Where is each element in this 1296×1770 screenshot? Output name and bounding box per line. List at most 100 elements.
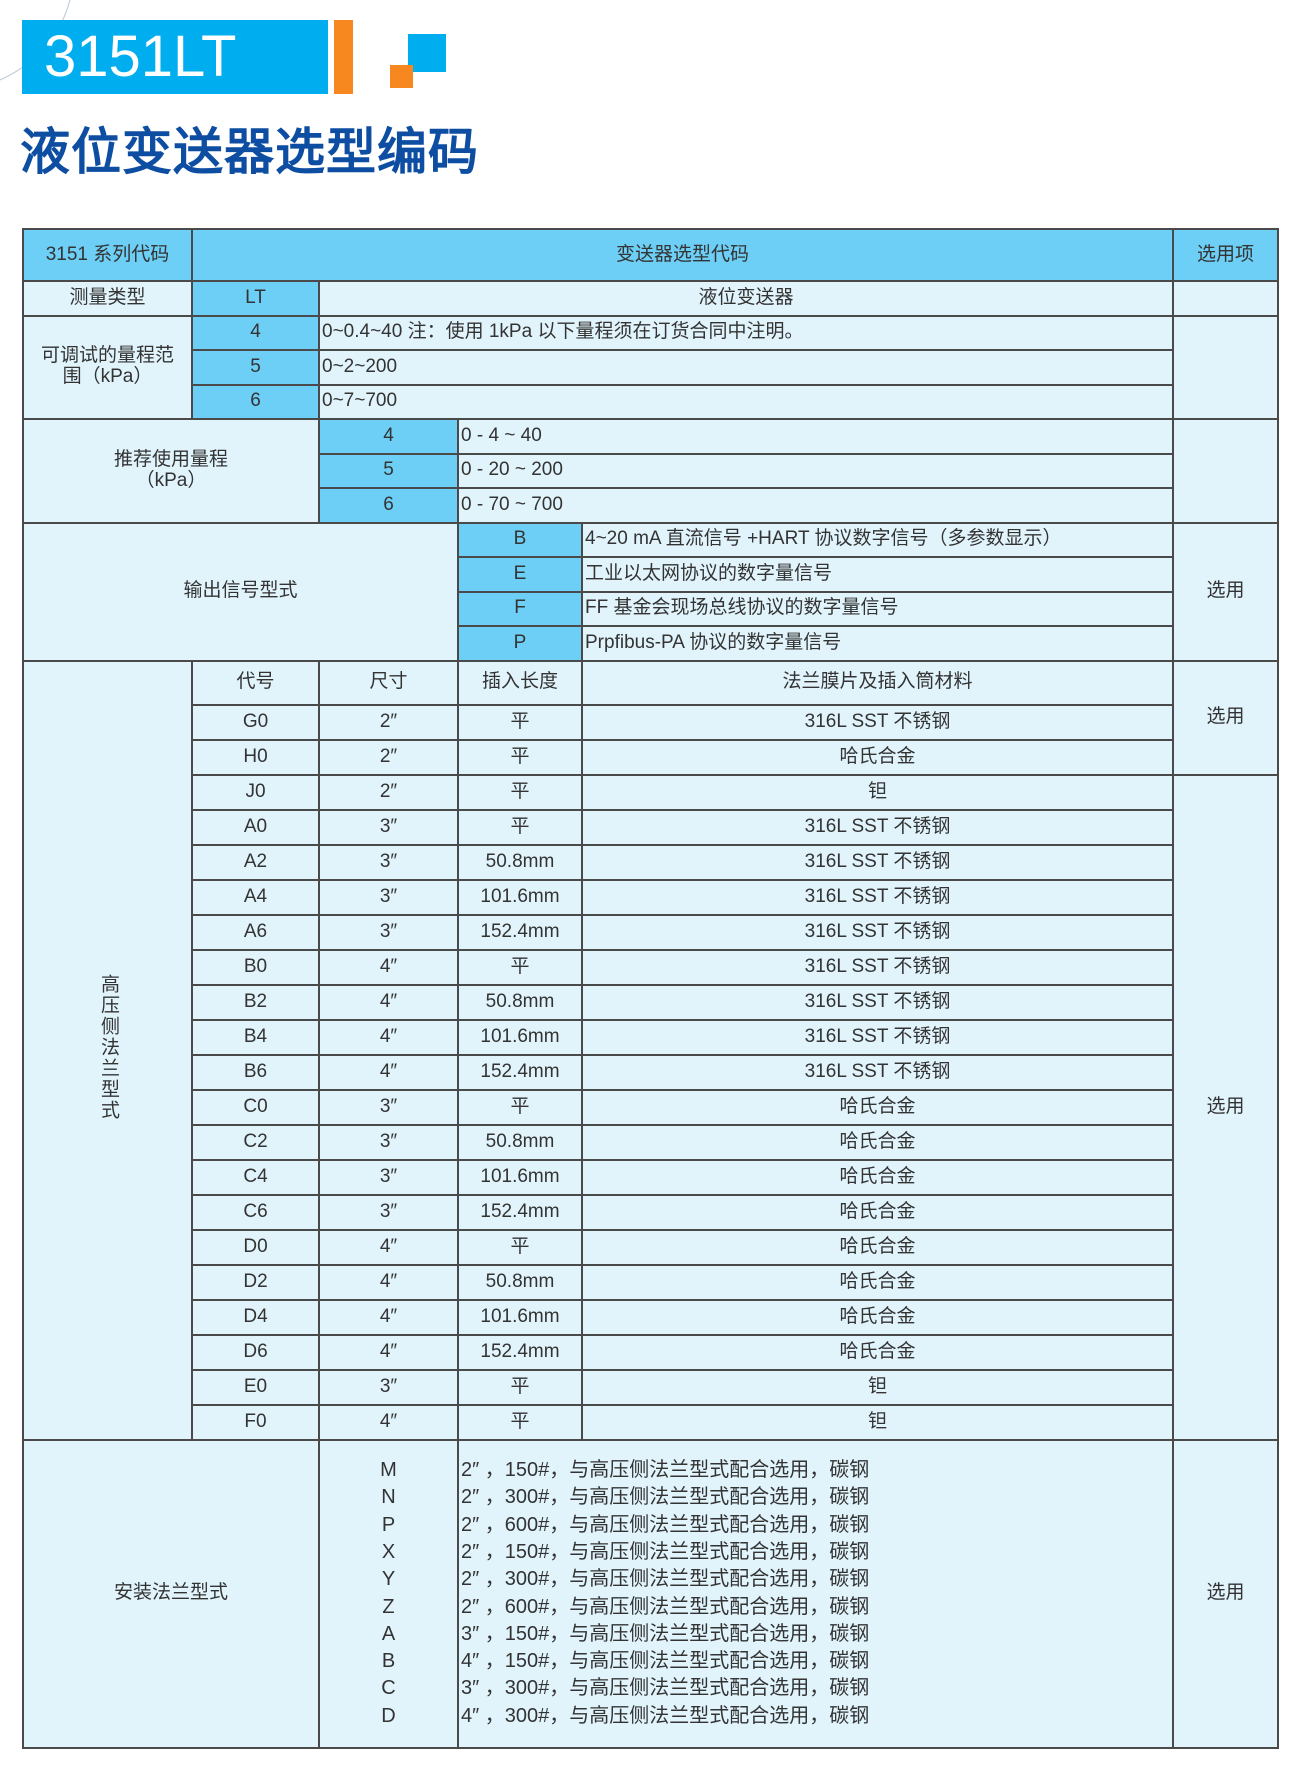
mount-desc: 2″ ，300#，与高压侧法兰型式配合选用，碳钢: [461, 1568, 870, 1591]
recommended-row: 推荐使用量程（kPa） 4 0 - 4 ~ 40: [22, 418, 1280, 524]
measure-code: LT: [191, 280, 320, 317]
flange-insert-length: 平: [457, 773, 583, 811]
flange-size: 4″: [318, 1333, 459, 1371]
flange-insert-length: 152.4mm: [457, 1053, 583, 1091]
flange-row: C4 3″ 101.6mm 哈氏合金: [23, 1158, 1278, 1196]
output-desc: FF 基金会现场总线协议的数字量信号: [580, 590, 1175, 627]
output-row: P Prpfibus-PA 协议的数字量信号: [23, 625, 1278, 662]
range-row: 6 0~7~700: [23, 383, 1278, 420]
flange-row: D6 4″ 152.4mm 哈氏合金: [23, 1333, 1278, 1371]
option-header: 选用项: [1172, 228, 1280, 282]
flange-size: 4″: [318, 1053, 459, 1091]
measure-label: 测量类型: [22, 280, 193, 317]
flange-code: J0: [191, 773, 320, 811]
mount-desc: 2″ ，300#，与高压侧法兰型式配合选用，碳钢: [461, 1486, 870, 1509]
flange-code: D4: [191, 1298, 320, 1336]
flange-code: B6: [191, 1053, 320, 1091]
flange-row: A0 3″ 平 316L SST 不锈钢: [23, 808, 1278, 846]
flange-insert-length: 50.8mm: [457, 1123, 583, 1161]
code-header: 变送器选型代码: [190, 228, 1175, 282]
flange-code: H0: [191, 738, 320, 776]
flange-row: A2 3″ 50.8mm 316L SST 不锈钢: [23, 843, 1278, 881]
flange-material: 哈氏合金: [580, 738, 1175, 776]
flange-insert-length: 平: [457, 948, 583, 986]
flange-material: 哈氏合金: [580, 1263, 1175, 1301]
flange-row: B4 4″ 101.6mm 316L SST 不锈钢: [23, 1018, 1278, 1056]
output-desc: 4~20 mA 直流信号 +HART 协议数字信号（多参数显示）: [580, 521, 1175, 558]
flange-insert-length: 平: [457, 738, 583, 776]
flange-insert-length: 152.4mm: [457, 1333, 583, 1371]
mount-code: N: [381, 1486, 396, 1509]
recommended-desc: 0 - 20 ~ 200: [456, 452, 1175, 489]
flange-size: 4″: [318, 1228, 459, 1266]
flange-code: C4: [191, 1158, 320, 1196]
flange-material: 316L SST 不锈钢: [580, 948, 1175, 986]
range-code: 5: [191, 349, 320, 386]
range-desc: 0~7~700: [317, 383, 1175, 420]
mount-code: Y: [381, 1568, 396, 1591]
flange-size: 4″: [318, 983, 459, 1021]
flange-row: D2 4″ 50.8mm 哈氏合金: [23, 1263, 1278, 1301]
output-row: 输出信号型式 B 4~20 mA 直流信号 +HART 协议数字信号（多参数显示）选…: [22, 521, 1280, 662]
recommended-code: 5: [318, 452, 459, 489]
flange-material: 哈氏合金: [580, 1193, 1175, 1231]
flange-option: 选用: [1172, 659, 1280, 776]
flange-code: E0: [191, 1368, 320, 1406]
selection-code-table: 3151 系列代码 变送器选型代码 选用项 测量类型 LT 液位变送器 可调试的量程范围（k…: [22, 228, 1280, 1749]
flange-row: J0 2″ 平钽选用: [23, 773, 1280, 1441]
flange-code: C6: [191, 1193, 320, 1231]
flange-row: C2 3″ 50.8mm 哈氏合金: [23, 1123, 1278, 1161]
flange-insert-length: 152.4mm: [457, 1193, 583, 1231]
flange-row: D0 4″ 平哈氏合金: [23, 1228, 1278, 1266]
mount-code: X: [381, 1540, 396, 1563]
flange-material: 哈氏合金: [580, 1158, 1175, 1196]
option-empty: [1172, 314, 1280, 420]
mount-code: Z: [382, 1595, 395, 1618]
flange-column-header: 插入长度: [457, 659, 583, 706]
flange-row: B0 4″ 平 316L SST 不锈钢: [23, 948, 1278, 986]
mount-label: 安装法兰型式: [22, 1438, 320, 1749]
recommended-code: 6: [318, 487, 459, 524]
flange-row: A6 3″ 152.4mm 316L SST 不锈钢: [23, 913, 1278, 951]
header-row: 3151 系列代码 变送器选型代码 选用项: [22, 228, 1280, 282]
orange-square-decoration: [390, 65, 413, 88]
flange-material: 钽: [580, 1403, 1175, 1441]
output-code: P: [457, 625, 583, 662]
flange-material: 哈氏合金: [580, 1228, 1175, 1266]
flange-size: 4″: [318, 1298, 459, 1336]
flange-column-header: 尺寸: [318, 659, 459, 706]
flange-size: 4″: [318, 1403, 459, 1441]
mount-code: A: [381, 1622, 396, 1645]
flange-material: 钽: [580, 773, 1175, 811]
flange-insert-length: 平: [457, 1228, 583, 1266]
range-row: 5 0~2~200: [23, 349, 1278, 386]
flange-material: 316L SST 不锈钢: [580, 1053, 1175, 1091]
flange-row: G0 2″ 平 316L SST 不锈钢: [23, 703, 1278, 741]
range-code: 4: [191, 314, 320, 351]
range-code: 6: [191, 383, 320, 420]
flange-size: 3″: [318, 1193, 459, 1231]
flange-insert-length: 101.6mm: [457, 878, 583, 916]
flange-code: A2: [191, 843, 320, 881]
flange-row: C0 3″ 平哈氏合金: [23, 1088, 1278, 1126]
flange-material: 钽: [580, 1368, 1175, 1406]
model-title: 3151LT: [44, 24, 237, 89]
flange-material: 316L SST 不锈钢: [580, 808, 1175, 846]
flange-size: 4″: [318, 1018, 459, 1056]
flange-insert-length: 50.8mm: [457, 983, 583, 1021]
mount-desc: 4″ ，150#，与高压侧法兰型式配合选用，碳钢: [461, 1650, 870, 1673]
flange-code: B2: [191, 983, 320, 1021]
flange-code: B4: [191, 1018, 320, 1056]
flange-row: B2 4″ 50.8mm 316L SST 不锈钢: [23, 983, 1278, 1021]
flange-material: 哈氏合金: [580, 1333, 1175, 1371]
option-empty: [1172, 418, 1280, 524]
flange-label-text: 高压侧法兰型式: [97, 973, 119, 1121]
orange-accent-bar: [334, 20, 353, 94]
flange-code: F0: [191, 1403, 320, 1441]
mount-desc: 3″ ，300#，与高压侧法兰型式配合选用，碳钢: [461, 1677, 870, 1700]
output-desc: 工业以太网协议的数字量信号: [580, 556, 1175, 593]
flange-size: 2″: [318, 773, 459, 811]
flange-code: D2: [191, 1263, 320, 1301]
flange-material: 316L SST 不锈钢: [580, 1018, 1175, 1056]
